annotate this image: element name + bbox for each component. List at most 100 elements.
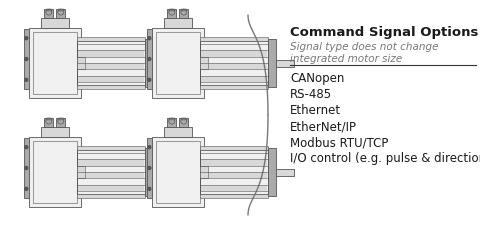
Bar — [78, 160, 144, 166]
Bar — [77, 42, 145, 86]
Bar — [200, 42, 268, 86]
Bar — [78, 166, 144, 172]
Bar — [200, 86, 268, 90]
Bar — [180, 9, 187, 12]
Bar — [78, 70, 144, 76]
Bar — [77, 58, 85, 70]
Bar — [153, 60, 171, 67]
Circle shape — [148, 38, 151, 40]
Bar — [147, 139, 152, 198]
Bar — [77, 146, 145, 150]
Bar — [153, 169, 171, 176]
Circle shape — [25, 38, 28, 40]
Bar — [147, 30, 152, 89]
Bar — [152, 28, 204, 98]
Bar — [200, 42, 268, 86]
Bar — [201, 57, 267, 64]
Bar — [168, 9, 175, 12]
Bar — [180, 118, 188, 127]
Circle shape — [148, 79, 151, 82]
Bar — [56, 118, 65, 127]
Bar — [180, 9, 188, 18]
Bar — [168, 118, 175, 121]
Bar — [77, 166, 85, 178]
Bar — [156, 141, 200, 202]
Bar — [24, 30, 29, 89]
Bar — [78, 51, 144, 57]
Bar — [145, 40, 153, 88]
Text: EtherNet/IP: EtherNet/IP — [290, 119, 357, 132]
Bar — [77, 42, 145, 86]
Bar — [33, 32, 77, 94]
Bar — [200, 38, 268, 42]
Bar — [58, 118, 64, 121]
Bar — [276, 60, 294, 67]
Bar — [201, 153, 267, 160]
Bar — [44, 9, 53, 18]
Text: CANopen: CANopen — [290, 72, 344, 85]
Circle shape — [25, 58, 28, 61]
Bar — [200, 194, 268, 198]
Circle shape — [148, 167, 151, 170]
Bar — [44, 118, 53, 127]
Bar — [201, 45, 267, 51]
Bar — [152, 137, 204, 207]
Text: Modbus RTU/TCP: Modbus RTU/TCP — [290, 135, 388, 148]
Bar — [78, 57, 144, 64]
Bar — [201, 172, 267, 179]
Circle shape — [25, 167, 28, 170]
Text: Ethernet: Ethernet — [290, 104, 341, 117]
Bar — [276, 169, 294, 176]
Bar — [77, 38, 145, 42]
Circle shape — [148, 146, 151, 149]
Bar — [77, 150, 145, 194]
Bar — [78, 45, 144, 51]
Bar — [201, 185, 267, 191]
Bar — [201, 76, 267, 83]
Bar — [200, 58, 208, 70]
Circle shape — [25, 187, 28, 191]
Bar — [168, 9, 176, 18]
Text: Signal type does not change
integrated motor size: Signal type does not change integrated m… — [290, 42, 439, 64]
Bar — [200, 166, 208, 178]
Text: RS-485: RS-485 — [290, 88, 332, 101]
Bar — [78, 64, 144, 70]
Bar — [33, 141, 77, 202]
Bar — [24, 139, 29, 198]
Text: I/O control (e.g. pulse & direction): I/O control (e.g. pulse & direction) — [290, 151, 480, 164]
Bar — [77, 194, 145, 198]
Bar — [200, 150, 268, 194]
Bar — [201, 160, 267, 166]
Bar — [156, 32, 200, 94]
Circle shape — [25, 146, 28, 149]
Bar — [78, 185, 144, 191]
Bar — [77, 150, 145, 194]
Bar — [201, 51, 267, 57]
Bar — [46, 9, 52, 12]
Bar — [29, 28, 81, 98]
Bar — [78, 172, 144, 179]
Bar — [201, 70, 267, 76]
Bar — [268, 148, 276, 196]
Bar — [268, 40, 276, 88]
Bar — [145, 148, 153, 196]
Bar — [41, 18, 69, 28]
Circle shape — [148, 187, 151, 191]
Bar — [78, 153, 144, 160]
Circle shape — [148, 58, 151, 61]
Bar — [200, 146, 268, 150]
Bar — [78, 76, 144, 83]
Bar — [164, 18, 192, 28]
Bar — [77, 86, 145, 90]
Bar — [201, 179, 267, 185]
Circle shape — [25, 79, 28, 82]
Bar — [29, 137, 81, 207]
Bar — [164, 127, 192, 137]
Bar — [46, 118, 52, 121]
Bar — [41, 127, 69, 137]
Bar — [200, 150, 268, 194]
Text: Command Signal Options: Command Signal Options — [290, 26, 479, 39]
Bar — [78, 179, 144, 185]
Bar — [180, 118, 187, 121]
Bar — [201, 64, 267, 70]
